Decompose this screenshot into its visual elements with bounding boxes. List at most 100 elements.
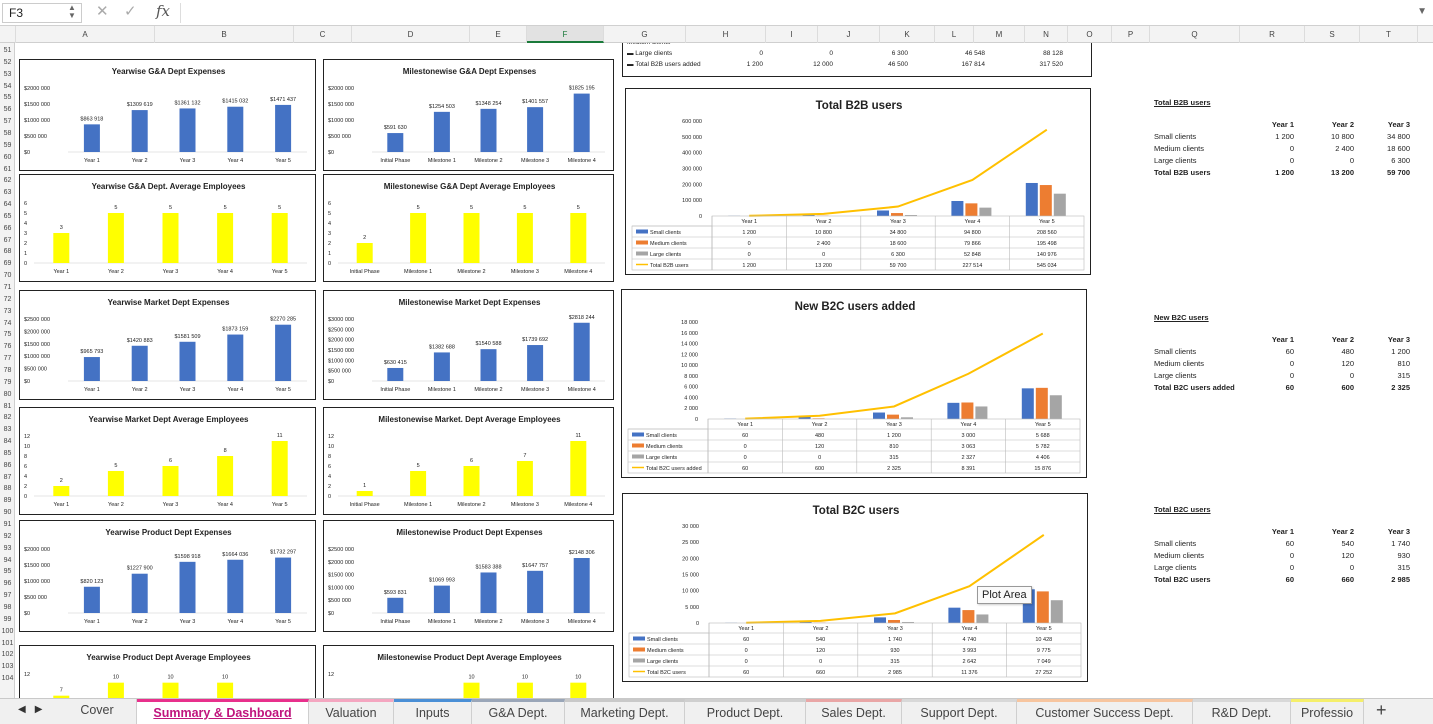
bar[interactable] <box>527 107 544 152</box>
column-header-i[interactable]: I <box>766 26 818 43</box>
column-header-k[interactable]: K <box>880 26 935 43</box>
bar[interactable] <box>162 213 179 263</box>
row-header-100[interactable]: 100 <box>1 627 14 635</box>
bar[interactable] <box>1053 193 1066 216</box>
fx-icon[interactable]: fx <box>156 2 171 20</box>
row-header-90[interactable]: 90 <box>3 509 12 517</box>
row-header-77[interactable]: 77 <box>3 355 12 363</box>
row-header-70[interactable]: 70 <box>3 272 12 280</box>
bar[interactable] <box>905 215 917 216</box>
table-cell[interactable]: 930 <box>1397 551 1410 560</box>
cancel-icon[interactable]: ✕ <box>96 3 109 20</box>
table-cell[interactable]: 810 <box>1397 359 1410 368</box>
chart-c6[interactable]: Milestonewise Market Dept Expenses $3000 … <box>323 290 614 400</box>
column-header-n[interactable]: N <box>1025 26 1068 43</box>
table-cell[interactable]: 2 400 <box>1335 144 1354 153</box>
row-label[interactable]: Large clients <box>1154 156 1197 165</box>
bar[interactable] <box>901 417 913 419</box>
tab-support-dept-[interactable]: Support Dept. <box>902 699 1017 724</box>
bar[interactable] <box>433 585 450 613</box>
column-header-b[interactable]: B <box>155 26 294 43</box>
bar[interactable] <box>217 213 234 263</box>
column-header-e[interactable]: E <box>470 26 527 43</box>
row-header-67[interactable]: 67 <box>3 236 12 244</box>
bar[interactable] <box>410 471 427 496</box>
table-cell[interactable]: 34 800 <box>1387 132 1410 141</box>
bar[interactable] <box>573 322 590 381</box>
column-header-d[interactable]: D <box>352 26 470 43</box>
bar[interactable] <box>217 456 234 496</box>
bar[interactable] <box>463 466 480 496</box>
table-cell[interactable]: 1 740 <box>1391 539 1410 548</box>
table-cell[interactable]: 0 <box>1289 551 1294 560</box>
row-header-96[interactable]: 96 <box>3 580 12 588</box>
row-label[interactable]: Medium clients <box>1154 359 1205 368</box>
bar[interactable] <box>1039 185 1052 216</box>
column-header-l[interactable]: L <box>935 26 974 43</box>
tab-summary-dashboard[interactable]: Summary & Dashboard <box>137 699 309 724</box>
bar[interactable] <box>179 108 196 152</box>
bar[interactable] <box>480 108 497 152</box>
table-cell[interactable]: 0 <box>1289 371 1294 380</box>
row-label[interactable]: Medium clients <box>1154 551 1205 560</box>
row-header-97[interactable]: 97 <box>3 592 12 600</box>
column-header-t[interactable]: T <box>1360 26 1418 43</box>
row-header-93[interactable]: 93 <box>3 544 12 552</box>
row-header-101[interactable]: 101 <box>1 639 14 647</box>
column-header-o[interactable]: O <box>1068 26 1112 43</box>
bar[interactable] <box>1050 600 1063 623</box>
row-header-71[interactable]: 71 <box>3 284 12 291</box>
row-header-72[interactable]: 72 <box>3 295 12 303</box>
row-header-51[interactable]: 51 <box>3 47 12 54</box>
bar[interactable] <box>965 203 978 216</box>
bar[interactable] <box>527 345 544 381</box>
bar[interactable] <box>131 345 148 381</box>
bar[interactable] <box>962 610 975 623</box>
table-cell[interactable]: 18 600 <box>1387 144 1410 153</box>
row-header-69[interactable]: 69 <box>3 260 12 268</box>
row-header-75[interactable]: 75 <box>3 331 12 339</box>
column-header-q[interactable]: Q <box>1150 26 1240 43</box>
table-cell[interactable]: 6 300 <box>1391 156 1410 165</box>
row-label[interactable]: Total B2C users added <box>1154 383 1235 392</box>
add-sheet-icon[interactable]: + <box>1376 700 1387 720</box>
row-header-98[interactable]: 98 <box>3 603 12 611</box>
chart-c8[interactable]: Milestonewise Market. Dept Average Emplo… <box>323 407 614 515</box>
row-label[interactable]: Medium clients <box>1154 144 1205 153</box>
row-header-73[interactable]: 73 <box>3 307 12 315</box>
row-header-86[interactable]: 86 <box>3 461 12 469</box>
row-header-99[interactable]: 99 <box>3 615 12 623</box>
bar[interactable] <box>83 586 100 613</box>
row-header-78[interactable]: 78 <box>3 366 12 374</box>
chart-c12[interactable]: Milestonewise Product Dept Average Emplo… <box>323 645 614 698</box>
chart-c11[interactable]: Yearwise Product Dept Average Employees 1… <box>19 645 316 698</box>
table-cell[interactable]: 600 <box>1341 383 1354 392</box>
chart-c13[interactable]: Total B2B users 600 000 500 000 400 000 300 … <box>625 88 1091 275</box>
row-header-84[interactable]: 84 <box>3 438 12 446</box>
total-line[interactable] <box>749 128 1048 217</box>
table-cell[interactable]: 0 <box>1349 563 1354 572</box>
column-header-s[interactable]: S <box>1305 26 1360 43</box>
bar[interactable] <box>275 557 292 613</box>
bar[interactable] <box>961 402 974 419</box>
tab-scroll-arrows-icon[interactable]: ◀▶ <box>18 704 52 715</box>
bar[interactable] <box>798 416 811 419</box>
bar[interactable] <box>516 461 533 496</box>
column-header-a[interactable]: A <box>16 26 155 43</box>
table-cell[interactable]: 60 <box>1285 383 1294 392</box>
row-header-88[interactable]: 88 <box>3 485 12 493</box>
bar[interactable] <box>1025 182 1038 216</box>
table-cell[interactable]: 2 325 <box>1391 383 1410 392</box>
table-cell[interactable]: 660 <box>1341 575 1354 584</box>
bar[interactable] <box>387 133 404 152</box>
row-header-55[interactable]: 55 <box>3 94 12 102</box>
table-cell[interactable]: 1 200 <box>1391 347 1410 356</box>
bar[interactable] <box>480 572 497 613</box>
row-header-82[interactable]: 82 <box>3 414 12 422</box>
bar[interactable] <box>356 243 373 263</box>
bar[interactable] <box>162 682 179 698</box>
table-cell[interactable]: 60 <box>1285 347 1294 356</box>
bar[interactable] <box>887 414 899 419</box>
column-header-p[interactable]: P <box>1112 26 1150 43</box>
column-header-f[interactable]: F <box>527 26 604 43</box>
